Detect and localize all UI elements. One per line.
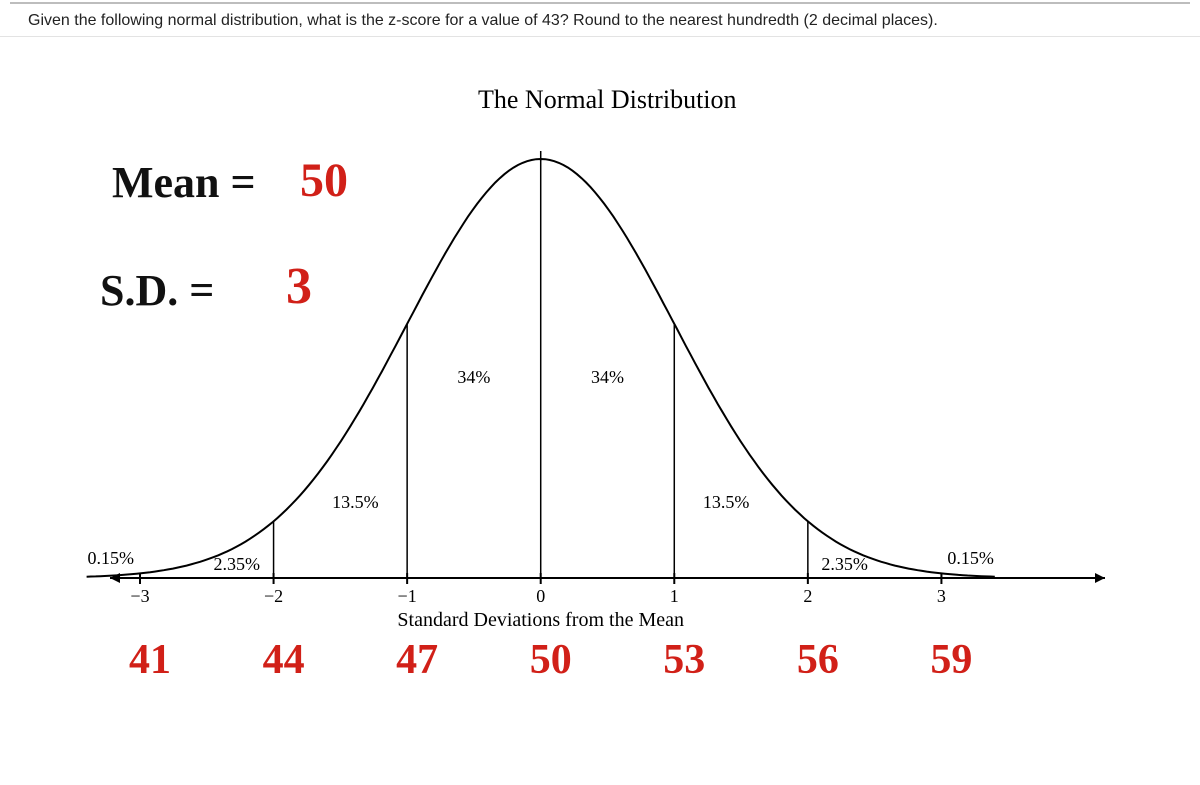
chart-canvas: The Normal Distribution Mean = 50 S.D. =…: [0, 37, 1200, 777]
handwritten-axis-value: 47: [377, 636, 457, 684]
handwritten-axis-value: 41: [110, 636, 190, 684]
axis-arrow: [1095, 573, 1105, 583]
handwritten-axis-value: 59: [911, 636, 991, 684]
percent-label: 2.35%: [214, 554, 261, 574]
tick-label: 1: [670, 586, 679, 606]
tick-label: 3: [937, 586, 946, 606]
handwritten-axis-value: 50: [511, 636, 591, 684]
axis-caption: Standard Deviations from the Mean: [397, 609, 684, 631]
handwritten-axis-value: 53: [644, 636, 724, 684]
percent-label: 13.5%: [703, 492, 750, 512]
tick-label: −3: [130, 586, 149, 606]
percent-label: 0.15%: [88, 548, 135, 568]
tick-label: 2: [803, 586, 812, 606]
percent-label: 34%: [591, 367, 624, 387]
percent-label: 2.35%: [821, 554, 868, 574]
tick-label: −1: [398, 586, 417, 606]
percent-label: 34%: [457, 367, 490, 387]
handwritten-axis-value: 44: [244, 636, 324, 684]
percent-label: 0.15%: [947, 548, 994, 568]
tick-label: 0: [536, 586, 545, 606]
question-text: Given the following normal distribution,…: [0, 4, 1200, 37]
tick-label: −2: [264, 586, 283, 606]
percent-label: 13.5%: [332, 492, 379, 512]
top-divider: [10, 0, 1190, 4]
handwritten-axis-value: 56: [778, 636, 858, 684]
